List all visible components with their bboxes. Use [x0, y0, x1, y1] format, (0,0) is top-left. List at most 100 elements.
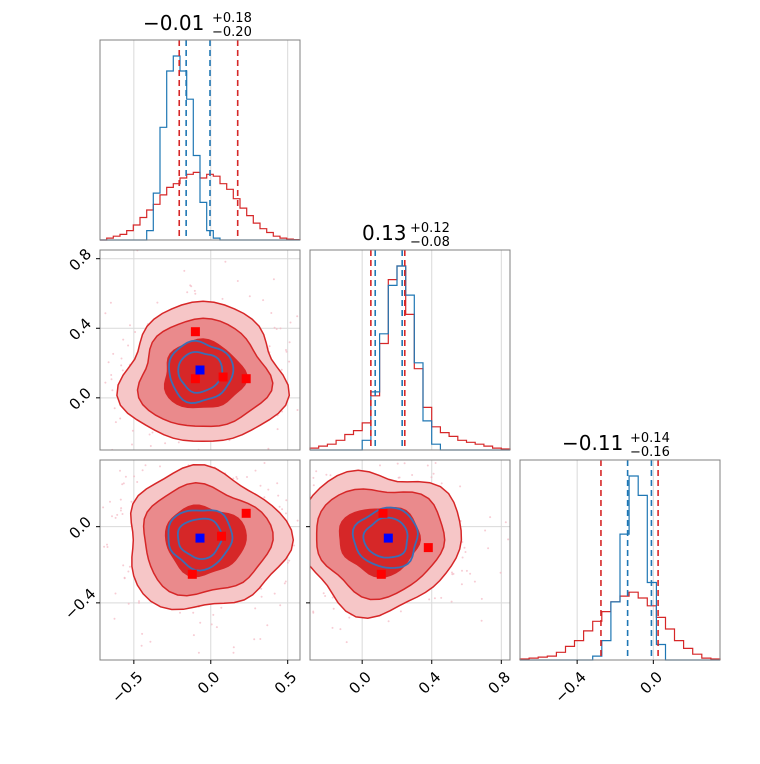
sample-point — [232, 651, 235, 654]
sample-point — [83, 434, 85, 436]
panel-frame — [309, 249, 511, 451]
x-tick-label: −0.4 — [551, 668, 589, 706]
sample-point — [192, 611, 195, 614]
sample-point — [116, 513, 119, 516]
sample-point — [487, 547, 490, 550]
contour-b-inner — [362, 516, 409, 559]
sample-point — [212, 442, 214, 444]
sample-point — [267, 447, 270, 450]
sample-point — [210, 623, 213, 626]
contour-b-inner — [177, 351, 224, 394]
sample-point — [354, 335, 356, 337]
sample-point — [186, 291, 189, 294]
truth-marker — [195, 365, 205, 375]
sample-point — [266, 624, 269, 627]
sample-point — [68, 470, 70, 472]
sample-point — [461, 556, 464, 559]
title-param2: 0.13 +0.12 −0.08 — [362, 221, 450, 250]
sample-point — [399, 610, 402, 613]
frames-layer — [99, 39, 721, 661]
contour-b-outer — [351, 506, 419, 569]
sample-point — [331, 596, 334, 599]
contour-b-inner — [177, 517, 224, 560]
sample-point — [307, 558, 309, 560]
sample-point — [164, 442, 167, 445]
sample-point — [444, 454, 446, 456]
sample-point — [350, 457, 352, 459]
title-param1: −0.01 +0.18 −0.20 — [143, 11, 252, 40]
sample-point — [340, 397, 342, 399]
sample-point — [141, 632, 144, 635]
sample-point — [296, 556, 298, 558]
sample-point — [279, 327, 282, 330]
sample-point — [138, 601, 140, 604]
sample-point — [254, 607, 257, 610]
alt-marker — [190, 374, 200, 384]
sample-point — [119, 509, 122, 512]
sample-point — [104, 381, 107, 384]
sample-point — [149, 445, 152, 447]
x-tick-label: 0.0 — [636, 668, 666, 698]
sample-point — [473, 580, 476, 583]
sample-point — [127, 570, 130, 573]
data-layer — [57, 40, 721, 661]
sample-point — [289, 321, 292, 324]
histogram-posterior_b — [310, 265, 510, 451]
sample-point — [329, 474, 332, 477]
sample-point — [434, 462, 437, 464]
contour-b-outer — [168, 339, 235, 405]
sample-point — [122, 338, 125, 341]
sample-point — [57, 333, 59, 335]
title-param3-minus: −0.16 — [630, 445, 670, 460]
sample-point — [396, 462, 399, 465]
sample-point — [304, 535, 306, 537]
truth-marker — [383, 533, 393, 543]
sample-point — [96, 289, 98, 291]
sample-point — [140, 644, 143, 647]
sample-point — [304, 558, 306, 560]
sample-point — [403, 462, 406, 465]
sample-point — [131, 429, 134, 432]
sample-point — [270, 312, 273, 314]
sample-point — [254, 469, 257, 472]
sample-point — [325, 473, 328, 476]
sample-point — [430, 476, 433, 479]
sample-point — [159, 450, 161, 452]
sample-point — [537, 545, 539, 547]
sample-point — [112, 352, 115, 355]
sample-point — [332, 607, 335, 610]
alt-marker — [190, 327, 200, 337]
sample-point — [432, 472, 435, 475]
sample-point — [260, 587, 263, 590]
sample-point — [465, 569, 468, 572]
sample-point — [106, 546, 109, 548]
title-param3: −0.11 +0.14 −0.16 — [562, 431, 670, 460]
sample-point — [301, 417, 303, 419]
sample-point — [281, 508, 284, 511]
sample-point — [123, 577, 126, 580]
alt-marker — [376, 569, 386, 579]
panel-frame — [99, 459, 301, 661]
sample-point — [259, 484, 262, 487]
sample-point — [103, 545, 106, 548]
sample-point — [124, 475, 127, 478]
sample-point — [107, 361, 110, 364]
sample-point — [461, 569, 463, 572]
sample-point — [463, 546, 466, 549]
x-tick-label: 0.4 — [415, 668, 445, 698]
histogram-posterior_b — [100, 55, 300, 241]
sample-point — [119, 498, 122, 501]
sample-point — [131, 443, 133, 446]
sample-point — [183, 269, 186, 272]
sample-point — [194, 292, 197, 295]
sample-point — [113, 407, 116, 410]
sample-point — [331, 626, 334, 629]
sample-point — [307, 510, 309, 512]
sample-point — [279, 604, 282, 607]
sample-point — [278, 502, 280, 504]
sample-point — [306, 584, 308, 586]
sample-point — [110, 374, 113, 376]
sample-point — [151, 431, 154, 434]
sample-point — [81, 541, 83, 543]
